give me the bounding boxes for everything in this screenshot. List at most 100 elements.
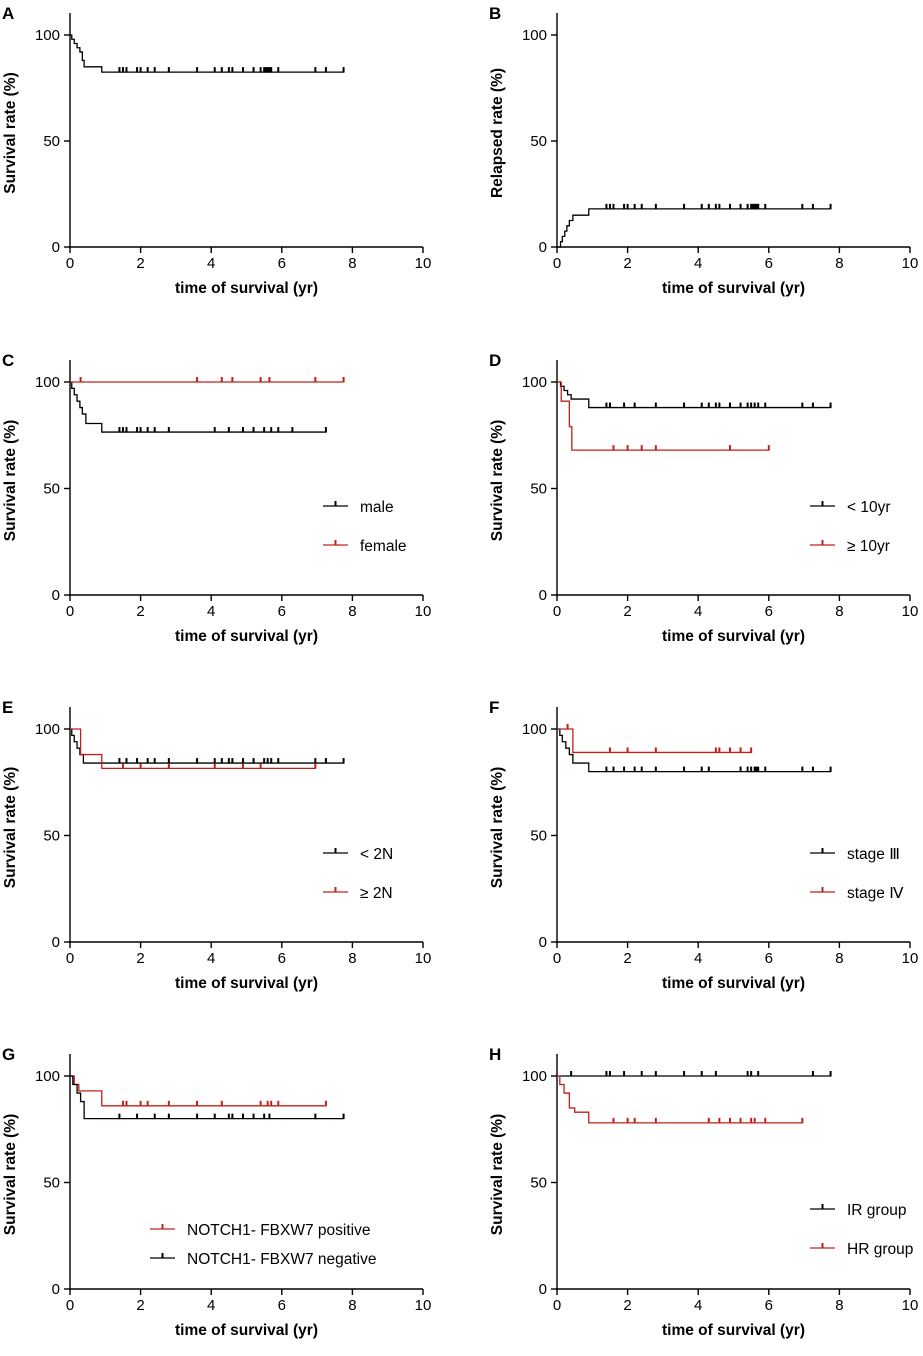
panel-c-letter: C <box>2 351 14 370</box>
panel-a-y-tick-label: 100 <box>35 27 60 44</box>
panel-g-legend-label: NOTCH1- FBXW7 negative <box>187 1251 377 1268</box>
panel-d-series-2-curve <box>557 381 769 451</box>
panel-e-x-axis-title: time of survival (yr) <box>175 975 318 992</box>
panel-d-x-tick-label: 6 <box>765 603 773 620</box>
panel-b-x-tick-label: 2 <box>623 255 631 272</box>
panel-d-legend-label: ≥ 10yr <box>847 538 890 555</box>
panel-a-x-tick-label: 4 <box>207 255 215 272</box>
panel-f-legend-label: stage Ⅲ <box>847 846 900 863</box>
panel-h-x-tick-label: 10 <box>902 1297 919 1314</box>
panel-h-legend-label: HR group <box>847 1241 913 1258</box>
panel-c-x-tick-label: 4 <box>207 603 215 620</box>
panel-a-y-tick-label: 50 <box>43 133 60 150</box>
panel-d-y-axis-title: Survival rate (%) <box>489 420 506 541</box>
panel-c-legend-item: female <box>323 538 407 555</box>
panel-f-x-axis-title: time of survival (yr) <box>662 975 805 992</box>
panel-c-x-tick-label: 10 <box>415 603 432 620</box>
panel-g-legend-item: NOTCH1- FBXW7 positive <box>150 1222 370 1239</box>
panel-b-letter: B <box>489 4 501 23</box>
panel-h-x-tick-label: 2 <box>623 1297 631 1314</box>
panel-f-legend-item: stage Ⅳ <box>810 885 904 902</box>
panel-h-y-tick-label: 0 <box>539 1281 547 1298</box>
panel-f-x-tick-label: 2 <box>623 950 631 967</box>
panel-g-x-tick-label: 10 <box>415 1297 432 1314</box>
panel-b-y-tick-label: 50 <box>530 133 547 150</box>
panel-f-y-axis-title: Survival rate (%) <box>489 767 506 888</box>
panel-a-x-tick-label: 10 <box>415 255 432 272</box>
panel-d-x-tick-label: 8 <box>835 603 843 620</box>
panel-a-x-axis-title: time of survival (yr) <box>175 280 318 297</box>
panel-d-legend-label: < 10yr <box>847 499 891 516</box>
panel-d-x-tick-label: 0 <box>553 603 561 620</box>
panel-c-legend-label: female <box>360 538 407 555</box>
panel-g-y-tick-label: 50 <box>43 1175 60 1192</box>
panel-c-x-tick-label: 6 <box>278 603 286 620</box>
panel-e-x-tick-label: 8 <box>348 950 356 967</box>
panel-c-legend-label: male <box>360 499 394 516</box>
panel-a-series-1-curve <box>70 34 344 73</box>
panel-e-x-tick-label: 4 <box>207 950 215 967</box>
panel-c-series-1-curve <box>70 381 326 433</box>
panel-c-y-tick-label: 50 <box>43 481 60 498</box>
panel-e-legend-label: < 2N <box>360 846 393 863</box>
panel-h-x-tick-label: 4 <box>694 1297 702 1314</box>
panel-c-legend-item: male <box>323 499 394 516</box>
panel-f-x-tick-label: 10 <box>902 950 919 967</box>
panel-e-y-tick-label: 100 <box>35 721 60 738</box>
panel-f-y-tick-label: 50 <box>530 828 547 845</box>
panel-g-legend-item: NOTCH1- FBXW7 negative <box>150 1251 377 1268</box>
panel-h-y-tick-label: 50 <box>530 1175 547 1192</box>
panel-h-x-tick-label: 0 <box>553 1297 561 1314</box>
panel-c-x-tick-label: 2 <box>136 603 144 620</box>
panel-a-x-tick-label: 2 <box>136 255 144 272</box>
panel-b-y-axis-title: Relapsed rate (%) <box>489 68 506 198</box>
panel-e-series-1-curve <box>70 728 344 764</box>
panel-f-y-tick-label: 0 <box>539 934 547 951</box>
panel-b-y-tick-label: 100 <box>522 27 547 44</box>
panel-d-y-tick-label: 0 <box>539 587 547 604</box>
panel-f-letter: F <box>489 698 499 717</box>
panel-e-y-tick-label: 50 <box>43 828 60 845</box>
panel-e-x-tick-label: 0 <box>66 950 74 967</box>
panel-f-legend-label: stage Ⅳ <box>847 885 904 902</box>
panel-c-x-axis-title: time of survival (yr) <box>175 628 318 645</box>
panel-f-series-2-curve <box>557 728 752 754</box>
panel-b-series-1-curve <box>557 208 831 248</box>
panel-h-legend-item: HR group <box>810 1241 913 1258</box>
panel-f-y-tick-label: 100 <box>522 721 547 738</box>
panel-a-x-tick-label: 6 <box>278 255 286 272</box>
panel-g-series-2-curve <box>70 1075 344 1120</box>
panel-b-x-tick-label: 8 <box>835 255 843 272</box>
panel-g-x-tick-label: 4 <box>207 1297 215 1314</box>
panel-f-series-1-curve <box>557 728 831 773</box>
panel-f-x-tick-label: 8 <box>835 950 843 967</box>
panel-d-x-tick-label: 4 <box>694 603 702 620</box>
panel-b-x-tick-label: 0 <box>553 255 561 272</box>
panel-e-x-tick-label: 2 <box>136 950 144 967</box>
panel-f-x-tick-label: 6 <box>765 950 773 967</box>
panel-b-x-tick-label: 10 <box>902 255 919 272</box>
panel-d-x-tick-label: 10 <box>902 603 919 620</box>
panel-g-x-tick-label: 0 <box>66 1297 74 1314</box>
panel-e-y-tick-label: 0 <box>52 934 60 951</box>
panel-h-y-tick-label: 100 <box>522 1068 547 1085</box>
panel-a-letter: A <box>2 4 14 23</box>
panel-a-x-tick-label: 8 <box>348 255 356 272</box>
panel-d-x-axis-title: time of survival (yr) <box>662 628 805 645</box>
panel-e-legend-item: < 2N <box>323 846 393 863</box>
panel-g-y-tick-label: 100 <box>35 1068 60 1085</box>
panel-d-legend-item: < 10yr <box>810 499 891 516</box>
panel-g-x-tick-label: 2 <box>136 1297 144 1314</box>
panel-d-x-tick-label: 2 <box>623 603 631 620</box>
panel-f-x-tick-label: 4 <box>694 950 702 967</box>
panel-h-legend-item: IR group <box>810 1202 906 1219</box>
panel-h-letter: H <box>489 1045 501 1064</box>
panel-a-y-tick-label: 0 <box>52 239 60 256</box>
panel-e-letter: E <box>2 698 13 717</box>
